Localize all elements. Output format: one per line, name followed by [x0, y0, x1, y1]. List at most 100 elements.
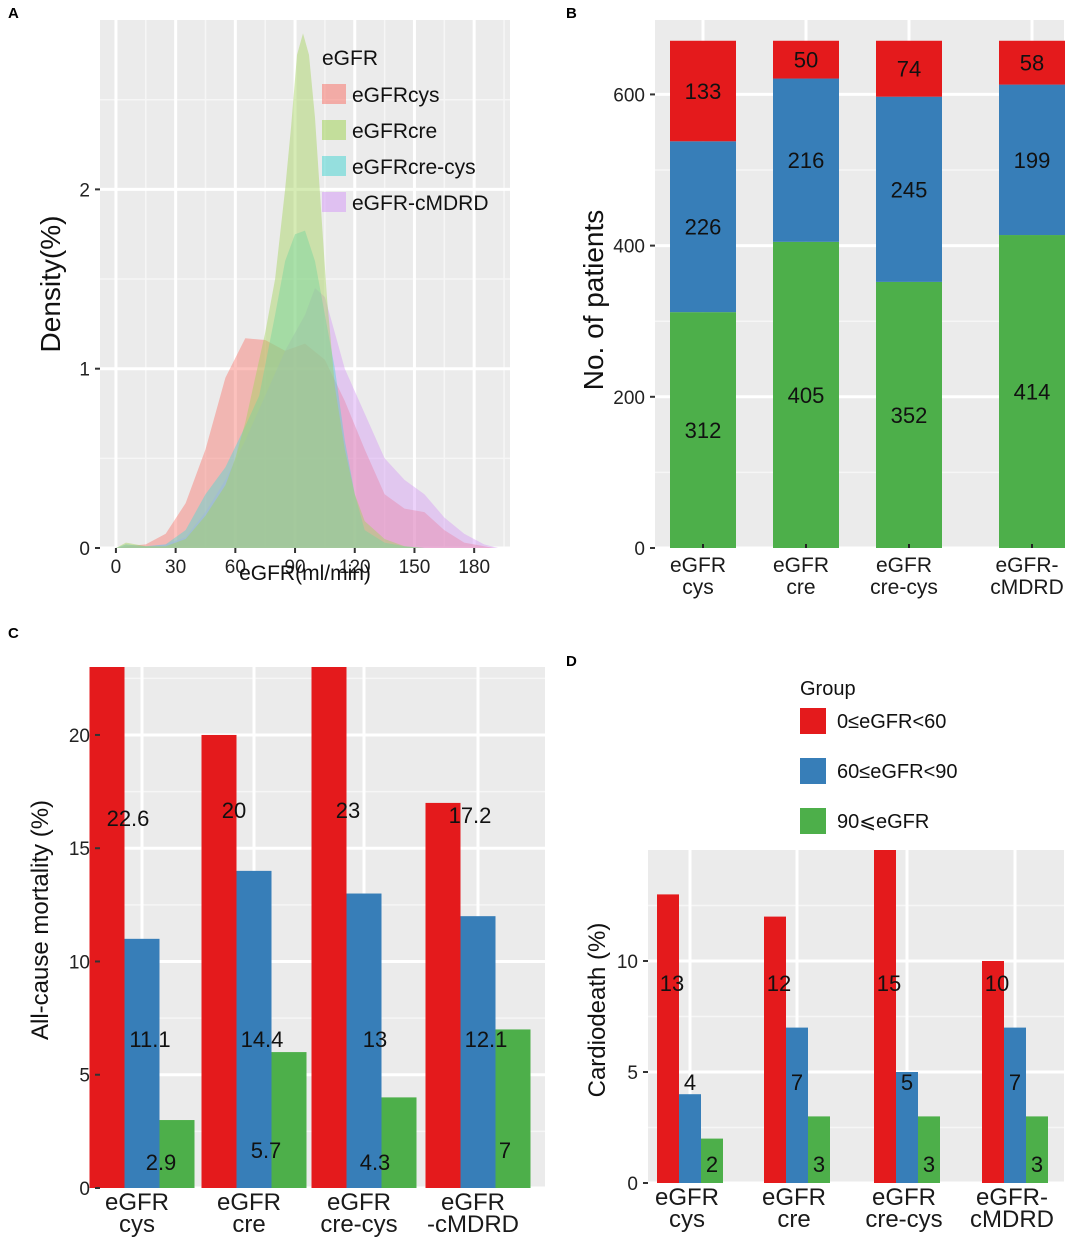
x-tick-label: eGFR-cMDRD	[427, 1189, 519, 1238]
y-axis-title: Cardiodeath (%)	[584, 923, 611, 1098]
legend-label: eGFRcre	[352, 120, 437, 143]
x-tick-label: eGFR cre	[217, 1189, 281, 1238]
x-tick-label: eGFR-cMDRD	[970, 1184, 1054, 1233]
bar-value-label: 13	[660, 971, 684, 996]
y-tick-label: 0	[79, 1179, 90, 1200]
x-tick-label-line: eGFR	[655, 1184, 719, 1211]
bar-value-label: 2.9	[146, 1150, 177, 1175]
x-tick-label-line: cre-cys	[320, 1211, 397, 1238]
x-tick-label-line: eGFR	[762, 1184, 826, 1211]
bar-value-label: 7	[499, 1138, 511, 1163]
panel-label-c: C	[8, 625, 19, 642]
legend-label: eGFRcre-cys	[352, 156, 476, 179]
bar-red	[874, 850, 896, 1183]
x-tick-label: 60	[225, 557, 246, 578]
legend-key-red	[800, 708, 826, 734]
bar-value-label: 226	[685, 215, 722, 240]
bar-red	[311, 667, 347, 1188]
bar-value-label: 13	[363, 1027, 387, 1052]
bar-value-label: 58	[1020, 51, 1044, 76]
bar-red	[657, 894, 679, 1183]
bar-green	[159, 1120, 195, 1188]
legend-label: 90⩽eGFR	[837, 811, 929, 833]
y-tick-label: 0	[79, 539, 90, 560]
bar-red	[89, 667, 125, 1188]
bar-green	[271, 1052, 307, 1188]
x-tick-label-line: cMDRD	[990, 576, 1064, 599]
y-tick-label: 400	[613, 237, 645, 258]
x-tick-label-line: eGFR	[876, 554, 932, 577]
x-tick-label: eGFR cys	[105, 1189, 169, 1238]
bar-value-label: 7	[791, 1070, 803, 1095]
legend-key-green	[800, 808, 826, 834]
bar-value-label: 3	[923, 1152, 935, 1177]
density-area-egfr-cmdrd	[115, 288, 499, 548]
bar-value-label: 20	[222, 798, 246, 823]
panel-label-d: D	[566, 653, 577, 670]
y-tick-label: 0	[634, 539, 645, 560]
y-tick-label: 0	[627, 1174, 638, 1195]
x-axis-title: eGFR(ml/min)	[239, 562, 371, 585]
bar-blue	[1004, 1027, 1026, 1183]
legend-title: eGFR	[322, 47, 378, 70]
x-tick-label-line: eGFR-	[996, 554, 1059, 577]
bar-red	[764, 916, 786, 1183]
bar-value-label: 199	[1014, 148, 1051, 173]
bar-value-label: 10	[985, 971, 1009, 996]
bar-value-label: 5	[901, 1070, 913, 1095]
stacked-bar-segment	[999, 235, 1065, 549]
bar-value-label: 5.7	[251, 1138, 282, 1163]
bar-green	[701, 1138, 723, 1183]
bar-value-label: 12	[767, 971, 791, 996]
bar-value-label: 3	[1031, 1152, 1043, 1177]
bar-value-label: 50	[794, 48, 818, 73]
y-tick-label: 1	[79, 360, 90, 381]
x-tick-label: eGFR cre-cys	[865, 1184, 942, 1233]
bar-blue	[896, 1072, 918, 1183]
legend-key-egfrcys	[322, 84, 346, 104]
bar-value-label: 312	[685, 418, 722, 443]
x-tick-label-line: eGFR	[670, 554, 726, 577]
bar-value-label: 352	[891, 403, 928, 428]
bar-value-label: 4.3	[360, 1150, 391, 1175]
density-area-egfrcre	[115, 33, 495, 548]
bar-value-label: 74	[897, 57, 921, 82]
legend-label: eGFRcys	[352, 84, 440, 107]
bar-blue	[236, 870, 272, 1188]
legend-title: Group	[800, 678, 856, 700]
bar-value-label: 11.1	[129, 1027, 170, 1052]
bar-value-label: 405	[788, 383, 825, 408]
bar-value-label: 14.4	[241, 1027, 284, 1052]
x-tick-label-line: eGFR	[105, 1189, 169, 1216]
bar-value-label: 22.6	[107, 806, 150, 831]
bar-value-label: 4	[684, 1070, 696, 1095]
bar-green	[381, 1097, 417, 1188]
y-tick-label: 10	[69, 952, 90, 973]
bar-red	[201, 734, 237, 1188]
x-tick-label-line: cys	[119, 1211, 155, 1238]
x-tick-label: eGFR-cMDRD	[990, 554, 1064, 599]
y-tick-label: 2	[79, 180, 90, 201]
panel-a-background	[100, 20, 510, 548]
x-tick-label-line: cys	[669, 1206, 705, 1233]
x-tick-label-line: eGFR-	[976, 1184, 1048, 1211]
bar-green	[1026, 1116, 1048, 1183]
bar-red	[982, 961, 1004, 1183]
density-area-egfrcys	[115, 338, 495, 548]
stacked-bar-segment	[773, 78, 839, 242]
y-axis-title: No. of patients	[578, 210, 609, 391]
x-tick-label-line: eGFR	[327, 1189, 391, 1216]
stacked-bar-segment	[876, 96, 942, 282]
y-axis-title: All-cause mortality (%)	[27, 800, 54, 1040]
x-tick-label: 120	[339, 557, 371, 578]
x-tick-label: eGFR cre-cys	[320, 1189, 397, 1238]
bar-value-label: 7	[1009, 1070, 1021, 1095]
y-tick-label: 5	[627, 1063, 638, 1084]
legend-key-egfrcre-cys	[322, 156, 346, 176]
bar-value-label: 23	[336, 798, 360, 823]
bar-green	[495, 1029, 531, 1188]
density-area-egfrcre-cys	[115, 230, 495, 548]
stacked-bar-segment	[773, 40, 839, 79]
bar-value-label: 12.1	[465, 1027, 508, 1052]
